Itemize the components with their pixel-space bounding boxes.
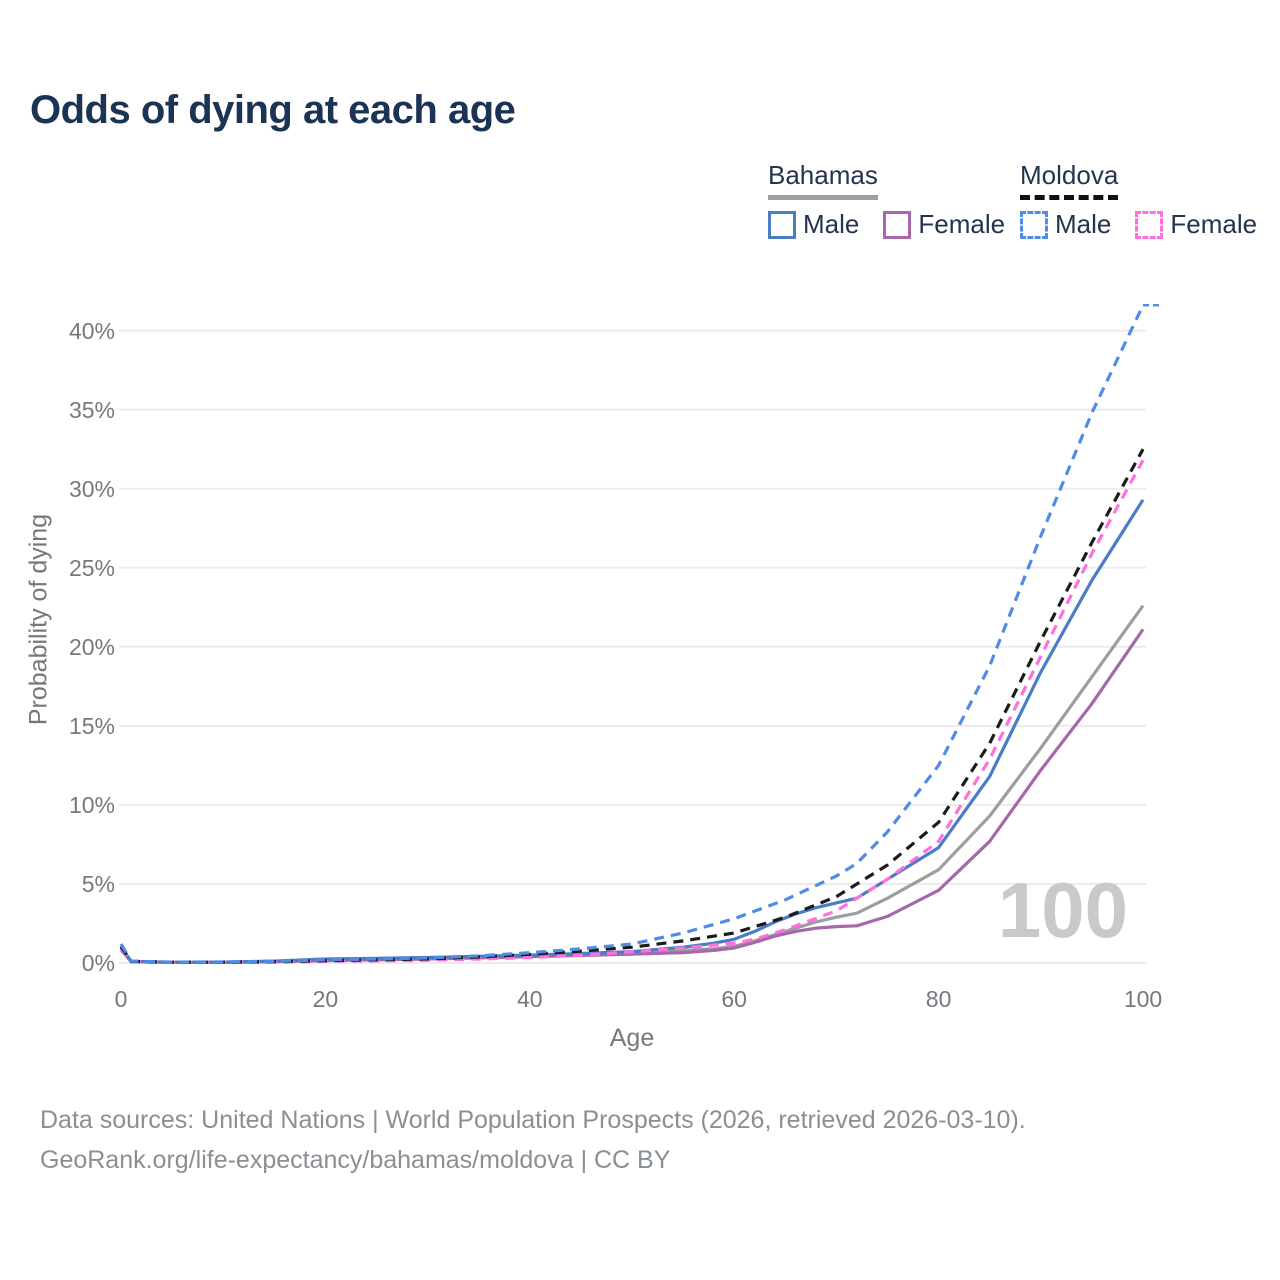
y-tick-label: 15% [68, 712, 115, 739]
page-title: Odds of dying at each age [30, 88, 516, 132]
series-line-moldova-total [119, 448, 1145, 964]
y-tick-label: 30% [68, 475, 115, 502]
footer-attribution: GeoRank.org/life-expectancy/bahamas/mold… [40, 1146, 671, 1174]
y-tick-label: 35% [68, 396, 115, 423]
y-tick-label: 25% [68, 554, 115, 581]
moldova-male-swatch [1020, 210, 1048, 239]
legend-title-moldova: Moldova [1020, 160, 1119, 200]
y-tick-label: 5% [81, 870, 115, 897]
x-axis-label: Age [609, 1024, 655, 1052]
legend-group-moldova: Moldova Male Female [1020, 160, 1280, 240]
x-tick-label: 60 [721, 986, 747, 1012]
x-tick-label: 100 [1123, 986, 1163, 1012]
bahamas-female-label: Female [918, 209, 1006, 239]
y-axis-label: Probability of dying [24, 513, 53, 726]
y-tick-label: 10% [68, 791, 115, 818]
legend-group-bahamas: Bahamas Male Female [768, 160, 1029, 240]
footer-sources: Data sources: United Nations | World Pop… [40, 1106, 1026, 1134]
bahamas-male-label: Male [803, 209, 860, 239]
x-tick-label: 0 [114, 986, 128, 1012]
bahamas-female-swatch [883, 210, 912, 239]
bahamas-male-swatch [768, 210, 796, 239]
y-tick-label: 20% [68, 633, 115, 660]
age-watermark: 100 [997, 866, 1128, 954]
x-tick-label: 80 [925, 986, 952, 1012]
moldova-female-label: Female [1170, 209, 1258, 239]
x-tick-label: 40 [517, 986, 543, 1012]
y-tick-label: 40% [68, 317, 115, 344]
series-line-moldova-male [119, 304, 1145, 964]
moldova-male-label: Male [1055, 209, 1112, 239]
moldova-female-swatch [1135, 210, 1164, 239]
y-tick-label: 0% [81, 950, 115, 976]
legend-title-bahamas: Bahamas [768, 160, 878, 200]
x-tick-label: 20 [312, 986, 339, 1012]
